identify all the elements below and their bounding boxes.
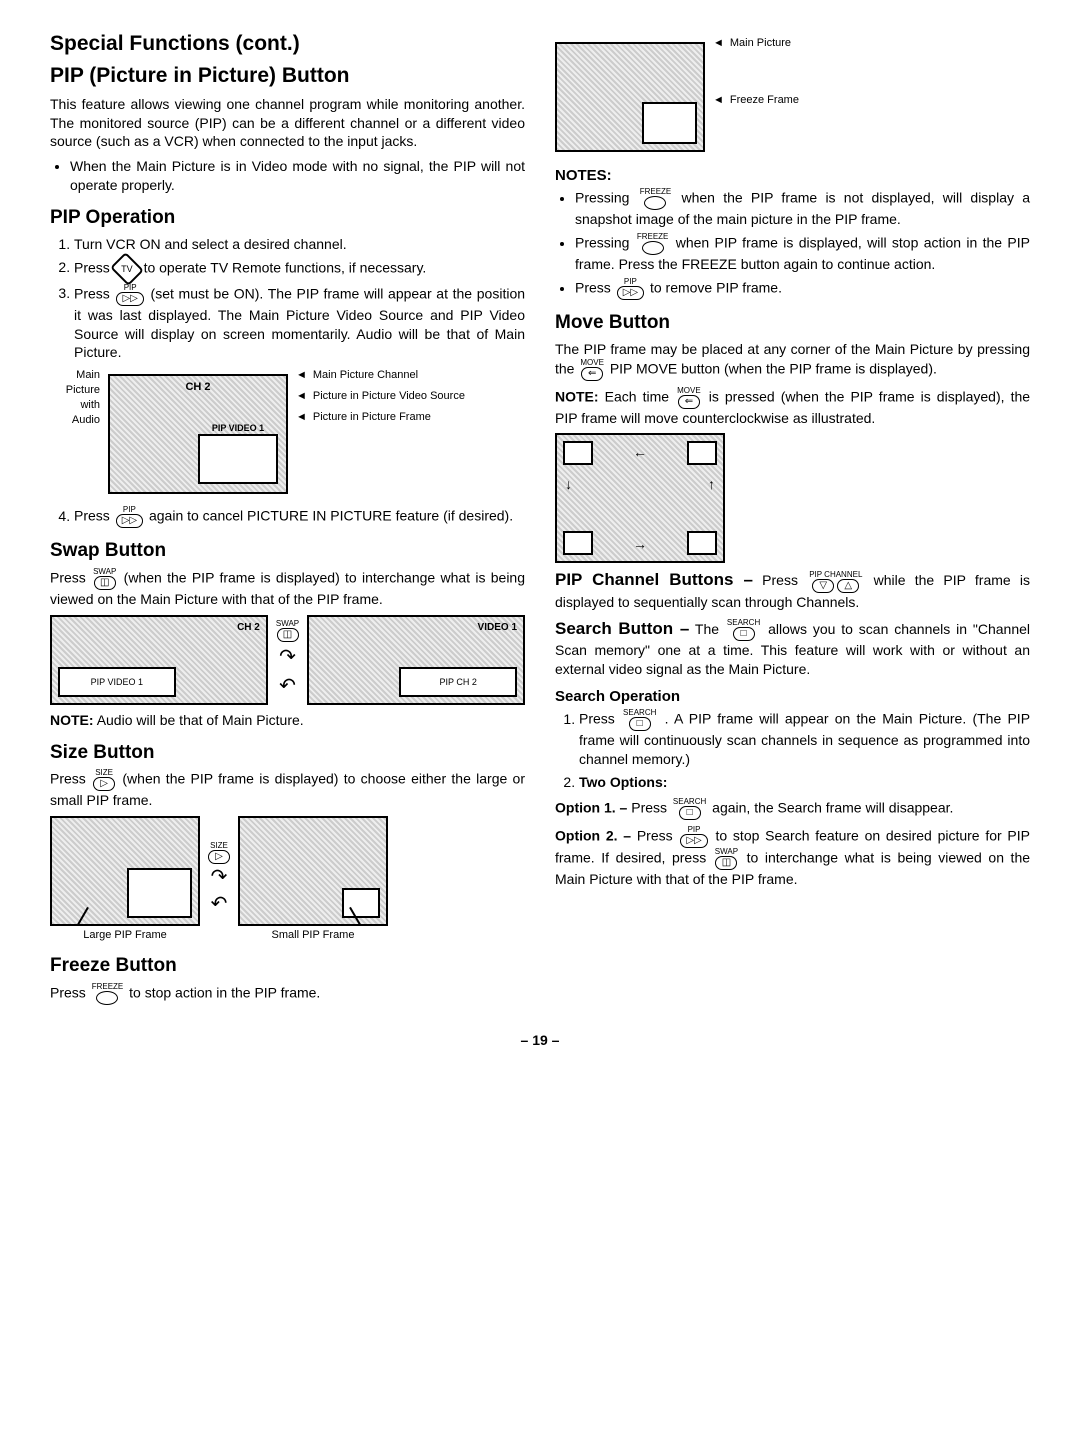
swap-icon: SWAP◫ xyxy=(715,848,738,870)
heading-pip-operation: PIP Operation xyxy=(50,205,525,231)
pip-icon: PIP▷▷ xyxy=(617,278,644,300)
tv-icon: TV xyxy=(110,252,144,286)
option-2: Option 2. – Press PIP▷▷ to stop Search f… xyxy=(555,826,1030,889)
pip-op-step2: Press TV to operate TV Remote functions,… xyxy=(74,258,525,280)
move-icon: MOVE⇐ xyxy=(580,359,604,381)
freeze-text: Press FREEZE to stop action in the PIP f… xyxy=(50,983,525,1005)
search-icon: SEARCH□ xyxy=(727,619,760,641)
heading-move: Move Button xyxy=(555,310,1030,336)
left-column: Special Functions (cont.) PIP (Picture i… xyxy=(50,30,525,1011)
diagram-right-labels: Main Picture Channel Picture in Picture … xyxy=(296,368,465,425)
swap-note: NOTE: NOTE: Audio will be that of Main P… xyxy=(50,711,525,730)
heading-size: Size Button xyxy=(50,740,525,766)
heading-freeze: Freeze Button xyxy=(50,953,525,979)
note-1: Pressing FREEZE when the PIP frame is no… xyxy=(575,188,1030,229)
heading-special-functions: Special Functions (cont.) xyxy=(50,30,525,58)
freeze-icon: FREEZE xyxy=(92,983,124,1005)
swap-before: CH 2 PIP VIDEO 1 xyxy=(50,615,268,705)
pip-diagram-row: Main Picture with Audio CH 2 PIP VIDEO 1… xyxy=(50,368,525,500)
pip-op-step4: Press PIP ▷▷ again to cancel PICTURE IN … xyxy=(74,506,525,528)
swap-diagram: CH 2 PIP VIDEO 1 SWAP◫ ↷ ↶ VIDEO 1 PIP C… xyxy=(50,615,525,705)
search-icon: SEARCH□ xyxy=(623,709,656,731)
right-column: Main Picture Freeze Frame NOTES: Pressin… xyxy=(555,30,1030,1011)
intro-bullet: When the Main Picture is in Video mode w… xyxy=(70,157,525,195)
freeze-icon: FREEZE xyxy=(640,188,672,210)
size-diagram: Large PIP Frame SIZE▷ ↷ ↶ Small PIP Fram… xyxy=(50,816,525,943)
diagram-left-label: Main Picture with Audio xyxy=(50,368,100,427)
swap-icon: SWAP ◫ xyxy=(93,568,116,590)
move-text: The PIP frame may be placed at any corne… xyxy=(555,340,1030,381)
size-small-box xyxy=(238,816,388,926)
size-arrow: SIZE▷ ↷ ↶ xyxy=(206,842,232,918)
search-icon: SEARCH□ xyxy=(673,798,706,820)
swap-text: Press SWAP ◫ (when the PIP frame is disp… xyxy=(50,568,525,609)
note-3: Press PIP▷▷ to remove PIP frame. xyxy=(575,278,1030,300)
top-freeze-diagram: Main Picture Freeze Frame xyxy=(555,36,1030,158)
search-text: Search Button – The SEARCH□ allows you t… xyxy=(555,618,1030,679)
notes-heading: NOTES: xyxy=(555,166,1030,186)
pip-op-step1: Turn VCR ON and select a desired channel… xyxy=(74,235,525,254)
move-diagram: ← → ↓ ↑ xyxy=(555,433,725,563)
size-large-box xyxy=(50,816,200,926)
size-icon: SIZE ▷ xyxy=(93,769,115,791)
pip-channel-down-icon: PIP CHANNEL▽△ xyxy=(809,571,862,593)
pip-channel-text: PIP Channel Buttons – Press PIP CHANNEL▽… xyxy=(555,569,1030,611)
size-text: Press SIZE ▷ (when the PIP frame is disp… xyxy=(50,769,525,810)
option-1: Option 1. – Press SEARCH□ again, the Sea… xyxy=(555,798,1030,820)
pip-icon: PIP▷▷ xyxy=(680,826,707,848)
heading-pip-button: PIP (Picture in Picture) Button xyxy=(50,62,525,90)
note-2: Pressing FREEZE when PIP frame is displa… xyxy=(575,233,1030,274)
search-op-1: Press SEARCH□ . A PIP frame will appear … xyxy=(579,709,1030,769)
move-note: NOTE: Each time MOVE⇐ is pressed (when t… xyxy=(555,387,1030,428)
swap-arrow: SWAP◫ ↷ ↶ xyxy=(274,620,301,700)
pip-diagram: CH 2 PIP VIDEO 1 xyxy=(108,374,288,494)
heading-search-operation: Search Operation xyxy=(555,687,1030,707)
move-icon: MOVE⇐ xyxy=(677,387,701,409)
pip-op-step3: Press PIP ▷▷ (set must be ON). The PIP f… xyxy=(74,284,525,363)
pip-inner-box: PIP VIDEO 1 xyxy=(198,434,278,484)
page-number: – 19 – xyxy=(50,1031,1030,1050)
search-op-2: Two Options: xyxy=(579,773,1030,792)
page: Special Functions (cont.) PIP (Picture i… xyxy=(50,30,1030,1011)
heading-swap: Swap Button xyxy=(50,538,525,564)
intro-text: This feature allows viewing one channel … xyxy=(50,95,525,152)
freeze-icon: FREEZE xyxy=(637,233,669,255)
pip-icon: PIP ▷▷ xyxy=(116,284,143,306)
swap-after: VIDEO 1 PIP CH 2 xyxy=(307,615,525,705)
pip-icon: PIP ▷▷ xyxy=(116,506,143,528)
